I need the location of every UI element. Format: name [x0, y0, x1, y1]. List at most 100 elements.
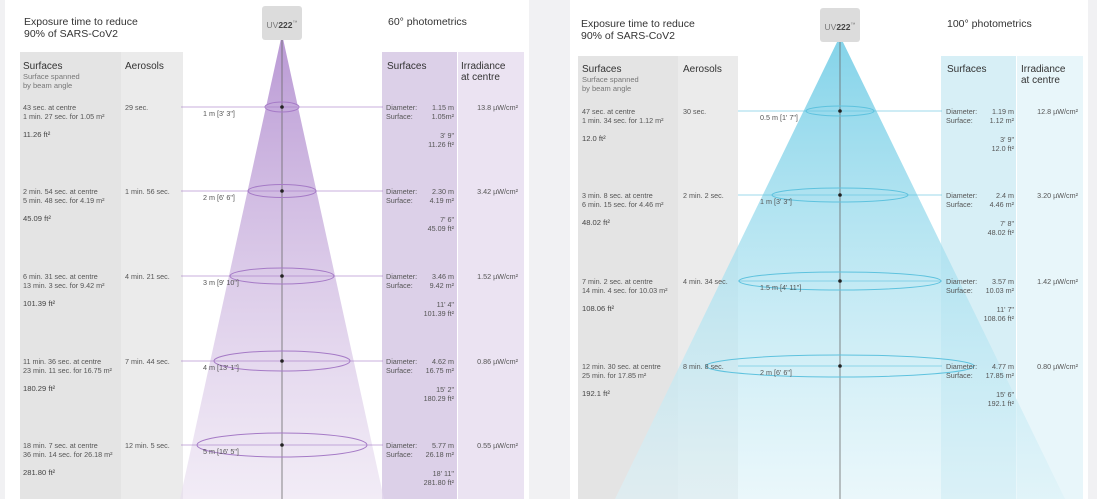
- surface-value: 4.19 m²: [429, 196, 454, 205]
- surface-feet: 11.26 ft²: [428, 140, 454, 149]
- surfaces-subheader-1: Surface spanned: [23, 72, 80, 81]
- surface-value: 26.18 m²: [425, 450, 454, 459]
- distance-label: 0.5 m [1' 7"]: [760, 113, 798, 122]
- irradiance-value: 0.86 µW/cm²: [477, 357, 518, 366]
- distance-label: 3 m [9' 10"]: [203, 278, 239, 287]
- aerosol-time: 4 min. 21 sec.: [125, 272, 170, 281]
- photometrics-label: 100° photometrics: [947, 18, 1032, 30]
- beam-ring: [264, 101, 300, 113]
- surfaces-right-header: Surfaces: [947, 64, 987, 75]
- center-point: [838, 193, 842, 197]
- surfaces-subheader-1: Surface spanned: [582, 75, 639, 84]
- beam-ring: [247, 184, 317, 198]
- exposure-time-centre: 7 min. 2 sec. at centre: [582, 277, 653, 286]
- beam-diagram-100: [615, 36, 1065, 499]
- center-point: [838, 109, 842, 113]
- aerosols-header: Aerosols: [683, 64, 722, 75]
- surface-feet: 281.80 ft²: [423, 478, 454, 487]
- diameter-feet: 7' 6": [440, 215, 454, 224]
- surfaces-header: Surfaces: [23, 61, 63, 72]
- title-line-1: Exposure time to reduce: [24, 16, 138, 28]
- surface-label: Surface:: [386, 450, 413, 459]
- diameter-feet: 11' 4": [436, 300, 454, 309]
- aerosol-time: 2 min. 2 sec.: [683, 191, 724, 200]
- distance-label: 4 m [13' 1"]: [203, 363, 239, 372]
- surface-value: 1.05m²: [431, 112, 454, 121]
- diameter-feet: 15' 6": [996, 390, 1014, 399]
- surface-area-ft2: 180.29 ft²: [23, 384, 56, 393]
- exposure-time-centre: 18 min. 7 sec. at centre: [23, 441, 98, 450]
- distance-label: 2 m [6' 6"]: [203, 193, 235, 202]
- irradiance-value: 3.42 µW/cm²: [477, 187, 518, 196]
- diameter-label: Diameter:: [386, 357, 418, 366]
- exposure-time-centre: 3 min. 8 sec. at centre: [582, 191, 653, 200]
- aerosols-header: Aerosols: [125, 61, 164, 72]
- diameter-value: 4.77 m: [992, 362, 1014, 371]
- aerosol-time: 12 min. 5 sec.: [125, 441, 170, 450]
- aerosol-time: 4 min. 34 sec.: [683, 277, 728, 286]
- exposure-time-centre: 47 sec. at centre: [582, 107, 636, 116]
- aerosol-time: 8 min. 8 sec.: [683, 362, 724, 371]
- surface-value: 16.75 m²: [425, 366, 454, 375]
- aerosol-time: 29 sec.: [125, 103, 149, 112]
- surface-feet: 12.0 ft²: [991, 144, 1014, 153]
- surface-area-ft2: 108.06 ft²: [582, 304, 615, 313]
- distance-label: 2 m [6' 6"]: [760, 368, 792, 377]
- center-point: [280, 274, 284, 278]
- irradiance-header-2: at centre: [461, 72, 500, 83]
- surface-feet: 180.29 ft²: [423, 394, 454, 403]
- uv222-logo: UV222™: [820, 8, 860, 42]
- surface-label: Surface:: [946, 116, 973, 125]
- surfaces-column-band: [20, 52, 121, 499]
- aerosol-time: 30 sec.: [683, 107, 707, 116]
- surface-value: 1.12 m²: [989, 116, 1014, 125]
- beam-ring: [196, 432, 368, 458]
- diameter-value: 2.30 m: [432, 187, 454, 196]
- surface-area-ft2: 192.1 ft²: [582, 389, 610, 398]
- beam-ring: [771, 187, 909, 203]
- diameter-value: 1.15 m: [432, 103, 454, 112]
- title-line-1: Exposure time to reduce: [581, 18, 695, 30]
- exposure-time-centre: 11 min. 36 sec. at centre: [23, 357, 102, 366]
- exposure-time-surface: 36 min. 14 sec. for 26.18 m²: [23, 450, 113, 459]
- surface-feet: 48.02 ft²: [987, 228, 1014, 237]
- irradiance-value: 13.8 µW/cm²: [477, 103, 518, 112]
- distance-label: 5 m [16' 5"]: [203, 447, 239, 456]
- surface-area-ft2: 281.80 ft²: [23, 468, 56, 477]
- exposure-time-centre: 43 sec. at centre: [23, 103, 77, 112]
- exposure-time-surface: 5 min. 48 sec. for 4.19 m²: [23, 196, 105, 205]
- distance-label: 1 m [3' 3"]: [760, 197, 792, 206]
- diameter-value: 2.4 m: [996, 191, 1014, 200]
- surface-feet: 192.1 ft²: [987, 399, 1014, 408]
- irradiance-header-2: at centre: [1021, 75, 1060, 86]
- surface-value: 17.85 m²: [985, 371, 1014, 380]
- irradiance-header-1: Irradiance: [461, 61, 506, 72]
- diameter-value: 4.62 m: [432, 357, 454, 366]
- diameter-label: Diameter:: [946, 191, 978, 200]
- center-point: [280, 443, 284, 447]
- panel-100-photometrics: Exposure time to reduce 90% of SARS-CoV2…: [570, 0, 1088, 499]
- beam-ring: [705, 354, 975, 378]
- exposure-time-centre: 12 min. 30 sec. at centre: [582, 362, 661, 371]
- surface-area-ft2: 12.0 ft²: [582, 134, 606, 143]
- center-point: [838, 364, 842, 368]
- surface-value: 9.42 m²: [429, 281, 454, 290]
- beam-ring: [229, 267, 335, 285]
- diameter-value: 3.57 m: [992, 277, 1014, 286]
- irradiance-column-band: [458, 52, 524, 499]
- irradiance-value: 12.8 µW/cm²: [1037, 107, 1078, 116]
- center-point: [280, 189, 284, 193]
- diameter-label: Diameter:: [946, 362, 978, 371]
- distance-label: 1.5 m [4' 11"]: [760, 283, 802, 292]
- exposure-time-surface: 1 min. 27 sec. for 1.05 m²: [23, 112, 105, 121]
- exposure-time-surface: 1 min. 34 sec. for 1.12 m²: [582, 116, 664, 125]
- surface-label: Surface:: [386, 366, 413, 375]
- distance-label: 1 m [3' 3"]: [203, 109, 235, 118]
- title-line-2: 90% of SARS-CoV2: [581, 30, 675, 42]
- surface-label: Surface:: [946, 286, 973, 295]
- surface-feet: 45.09 ft²: [427, 224, 454, 233]
- diameter-value: 1.19 m: [992, 107, 1014, 116]
- beam-ring: [738, 271, 942, 291]
- exposure-time-surface: 6 min. 15 sec. for 4.46 m²: [582, 200, 664, 209]
- surfaces-right-column-band: [382, 52, 457, 499]
